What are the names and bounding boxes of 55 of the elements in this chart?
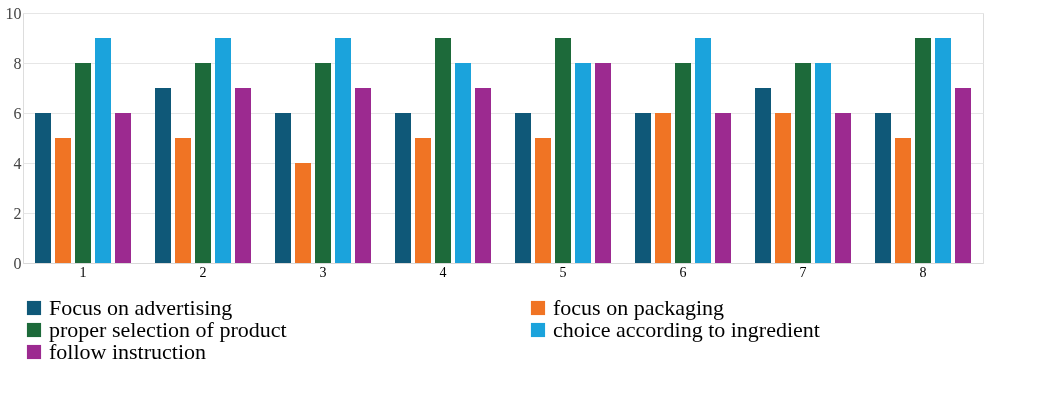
bar (515, 113, 531, 263)
bar (55, 138, 71, 263)
bar (115, 113, 131, 263)
bar (435, 38, 451, 263)
bar (575, 63, 591, 263)
y-tick-label: 10 (5, 4, 22, 22)
bar (455, 63, 471, 263)
bar (195, 63, 211, 263)
bar (595, 63, 611, 263)
bar (795, 63, 811, 263)
bar (155, 88, 171, 263)
legend-label: Focus on advertising (49, 295, 233, 320)
x-tick-label: 2 (199, 264, 207, 280)
x-tick-label: 5 (559, 264, 567, 280)
bar (775, 113, 791, 263)
bar (935, 38, 951, 263)
bar (395, 113, 411, 263)
bar (295, 163, 311, 263)
bar (475, 88, 491, 263)
x-tick-label: 4 (439, 264, 447, 280)
bar (35, 113, 51, 263)
bar (755, 88, 771, 263)
y-tick-label: 2 (13, 204, 22, 222)
x-tick-label: 6 (679, 264, 687, 280)
bar (235, 88, 251, 263)
bar (535, 138, 551, 263)
bar (915, 38, 931, 263)
x-tick-label: 8 (919, 264, 927, 280)
bar (655, 113, 671, 263)
bar (275, 113, 291, 263)
bar (895, 138, 911, 263)
bar (815, 63, 831, 263)
bar (75, 63, 91, 263)
bar (215, 38, 231, 263)
x-tick-label: 7 (799, 264, 807, 280)
bar (675, 63, 691, 263)
bar (415, 138, 431, 263)
x-tick-label: 3 (319, 264, 327, 280)
bar (835, 113, 851, 263)
bar (955, 88, 971, 263)
bar (555, 38, 571, 263)
y-tick-label: 6 (13, 104, 22, 122)
bar (875, 113, 891, 263)
bar (175, 138, 191, 263)
bar (335, 38, 351, 263)
y-tick-label: 0 (13, 254, 22, 272)
bar (695, 38, 711, 263)
bar (635, 113, 651, 263)
x-tick-label: 1 (79, 264, 87, 280)
bar (95, 38, 111, 263)
bar (315, 63, 331, 263)
bar (355, 88, 371, 263)
bar (715, 113, 731, 263)
y-tick-label: 4 (13, 154, 22, 172)
y-tick-label: 8 (13, 54, 22, 72)
